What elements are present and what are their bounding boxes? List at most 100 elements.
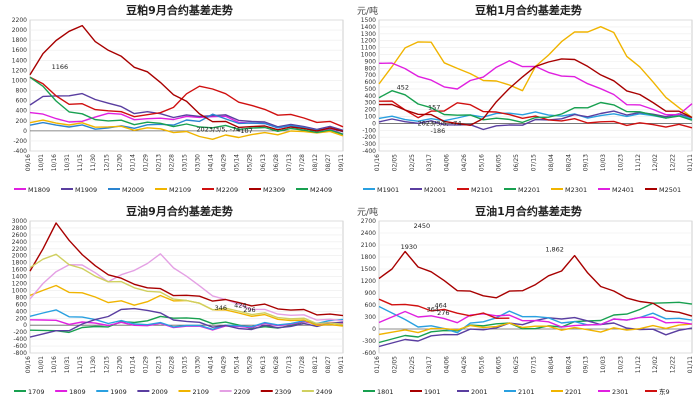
- x-tick-label: 01/11: [687, 154, 694, 171]
- y-tick-label: 400: [16, 308, 28, 315]
- y-tick-label: 2200: [12, 17, 27, 24]
- legend-label: M2001: [424, 186, 446, 194]
- annotation-label: 2450: [414, 222, 431, 230]
- y-tick-label: 1200: [361, 38, 376, 45]
- chart-panel-soymeal-sep: 豆粕9月合约基差走势 -400 -200 0 200 400 600 800 1000 1200 1…: [12, 3, 345, 194]
- legend-label: 2409: [316, 388, 333, 396]
- x-tick-label: 05/14: [234, 356, 241, 373]
- series-line-1801: [378, 301, 693, 344]
- y-tick-label: -300: [362, 338, 376, 345]
- y-tick-label: 300: [365, 100, 377, 107]
- x-tick-label: 05/14: [234, 154, 241, 171]
- series-line-1909: [29, 309, 344, 330]
- x-tick-label: 05/16: [478, 356, 485, 373]
- legend-item: 2009: [137, 388, 168, 396]
- x-tick-label: 04/06: [444, 154, 451, 171]
- series-line-M2309: [29, 24, 344, 132]
- y-tick-label: 2100: [361, 242, 376, 249]
- legend-label: M2401: [612, 186, 634, 194]
- x-tick-label: 10/23: [617, 154, 624, 171]
- legend-label: 1909: [110, 388, 127, 396]
- x-tick-label: 06/25: [513, 154, 520, 171]
- chart-panel-soymeal-jan: 豆粕1月合约基差走势元/吨-400-300-200-10001002003004…: [357, 3, 694, 194]
- x-tick-label: 08/12: [312, 154, 319, 171]
- x-tick-label: 12/15: [103, 356, 110, 373]
- legend-item: 东9: [645, 387, 670, 396]
- series-line-M2209: [29, 76, 344, 128]
- y-tick-label: 0: [23, 322, 27, 329]
- x-tick-label: 02/13: [155, 154, 162, 171]
- y-tick-label: 1300: [361, 31, 376, 38]
- y-tick-label: 1400: [12, 274, 27, 281]
- legend-item: 1809: [55, 388, 86, 396]
- y-tick-label: -600: [13, 343, 27, 350]
- x-tick-label: 12/30: [116, 154, 123, 171]
- x-tick-label: 08/24: [565, 154, 572, 171]
- y-tick-label: -200: [362, 134, 376, 141]
- plot-area: [378, 19, 693, 152]
- y-tick-label: 1200: [12, 67, 27, 74]
- x-tick-label: 10/03: [600, 154, 607, 171]
- y-tick-label: 2600: [12, 232, 27, 239]
- y-tick-label: 500: [365, 86, 377, 93]
- x-tick-label: 10/31: [64, 154, 71, 171]
- x-tick-label: 05/29: [247, 356, 254, 373]
- y-tick-label: 2000: [12, 27, 27, 34]
- y-tick-label: 0: [23, 128, 27, 135]
- x-tick-label: 01/29: [142, 154, 149, 171]
- x-tick-label: 10/31: [64, 356, 71, 373]
- x-tick-label: 11/12: [635, 154, 642, 171]
- y-tick-label: 1200: [361, 278, 376, 285]
- legend-item: M2301: [551, 186, 587, 194]
- series-line-2301: [378, 310, 693, 328]
- x-tick-label: 12/02: [652, 154, 659, 171]
- y-tick-label: -100: [362, 127, 376, 134]
- legend-label: 1801: [377, 388, 394, 396]
- x-tick-label: 01/29: [142, 356, 149, 373]
- legend-label: M2301: [565, 186, 587, 194]
- y-tick-label: 300: [365, 314, 377, 321]
- y-tick-label: -800: [13, 350, 27, 357]
- annotation-label: 276: [437, 309, 449, 317]
- annotation-label: 452: [397, 83, 409, 91]
- series-line-2209: [29, 253, 344, 322]
- x-tick-label: 06/25: [513, 356, 520, 373]
- y-tick-label: 800: [365, 65, 377, 72]
- y-tick-label: 100: [365, 114, 377, 121]
- legend-label: 2001: [471, 388, 488, 396]
- x-tick-label: 06/05: [496, 356, 503, 373]
- y-tick-label: 200: [16, 118, 28, 125]
- y-tick-label: 800: [16, 88, 28, 95]
- y-tick-label: 600: [365, 79, 377, 86]
- x-tick-label: 09/11: [338, 356, 345, 373]
- annotation-label: 157: [428, 104, 440, 112]
- x-tick-label: 07/13: [286, 154, 293, 171]
- annotation-label: 2023/3/5, -74: [196, 126, 240, 134]
- x-tick-label: 09/16: [25, 356, 32, 373]
- series-line-1901: [378, 250, 693, 317]
- chart-title: 豆粕9月合约基差走势: [126, 3, 233, 17]
- legend-label: M2409: [310, 186, 332, 194]
- x-tick-label: 11/15: [77, 356, 84, 373]
- series-line-M2301: [378, 26, 693, 119]
- legend-item: 2001: [457, 388, 488, 396]
- legend-item: M2201: [504, 186, 540, 194]
- legend-label: M2309: [263, 186, 285, 194]
- y-tick-label: 1600: [12, 267, 27, 274]
- legend-item: 2409: [301, 388, 333, 396]
- x-tick-label: 11/12: [635, 356, 642, 373]
- y-tick-label: 1000: [12, 77, 27, 84]
- x-tick-label: 11/30: [90, 154, 97, 171]
- x-tick-label: 01/16: [374, 356, 381, 373]
- y-tick-label: 200: [16, 315, 28, 322]
- y-tick-label: -600: [362, 350, 376, 357]
- annotation-label: -186: [431, 127, 446, 135]
- y-tick-label: 2000: [12, 253, 27, 260]
- x-tick-label: 08/24: [565, 356, 572, 373]
- annotation-label: 1166: [52, 63, 69, 71]
- x-tick-label: 09/11: [338, 154, 345, 171]
- annotation-label: -107: [238, 127, 253, 135]
- y-tick-label: 1600: [12, 47, 27, 54]
- x-tick-label: 02/13: [155, 356, 162, 373]
